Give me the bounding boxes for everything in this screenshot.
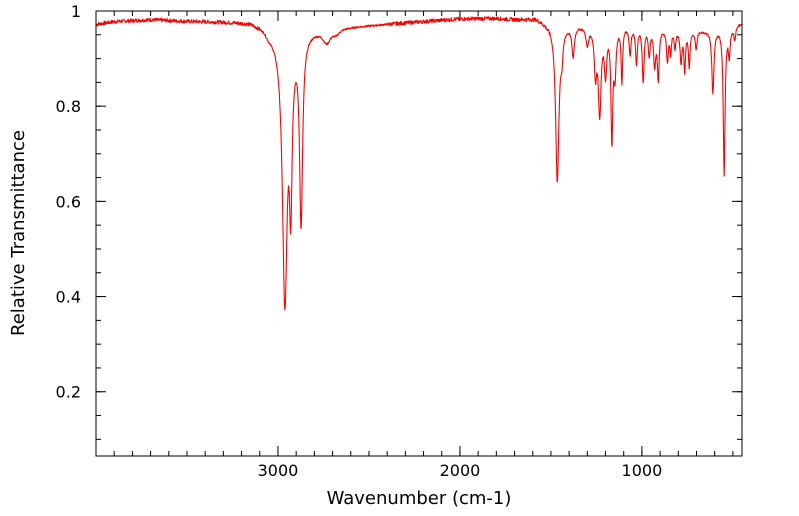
y-tick-label: 0.2 <box>56 383 81 402</box>
x-tick-label: 3000 <box>258 461 299 480</box>
spectrum-line <box>95 16 743 311</box>
x-axis-title: Wavenumber (cm-1) <box>327 488 512 509</box>
plot-frame <box>95 10 743 457</box>
major-ticks <box>96 10 742 456</box>
x-tick-label: 1000 <box>622 461 663 480</box>
y-tick-label: 0.8 <box>56 97 81 116</box>
tick-labels: 3000 2000 1000 0.2 0.4 0.6 0.8 1 <box>56 2 663 480</box>
y-tick-label: 0.6 <box>56 192 81 211</box>
y-tick-label: 0.4 <box>56 288 81 307</box>
x-tick-label: 2000 <box>440 461 481 480</box>
y-axis-title: Relative Transmittance <box>8 130 29 336</box>
y-tick-label: 1 <box>71 2 81 21</box>
